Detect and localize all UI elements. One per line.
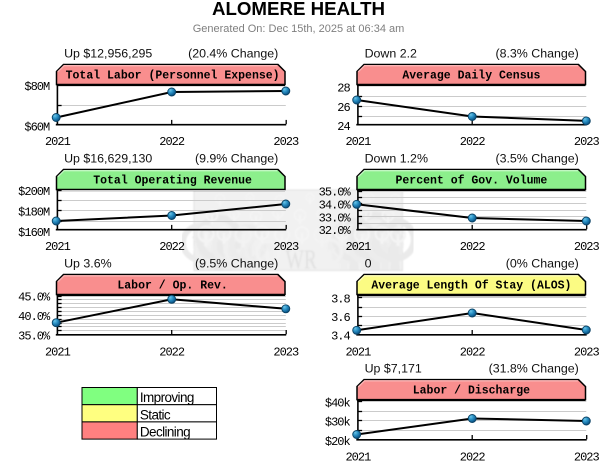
- svg-text:2023: 2023: [574, 450, 600, 464]
- svg-text:Average Length Of Stay (ALOS): Average Length Of Stay (ALOS): [371, 280, 571, 293]
- svg-text:Declining: Declining: [140, 425, 190, 440]
- svg-text:2022: 2022: [460, 240, 486, 254]
- svg-text:Labor / Op. Rev.: Labor / Op. Rev.: [117, 280, 227, 293]
- svg-text:$30k: $30k: [325, 416, 351, 430]
- svg-text:3.8: 3.8: [331, 292, 350, 306]
- svg-text:40.0%: 40.0%: [18, 310, 51, 324]
- svg-text:2023: 2023: [273, 345, 299, 359]
- svg-text:2022: 2022: [159, 135, 185, 149]
- svg-text:2023: 2023: [574, 345, 600, 359]
- svg-text:35.0%: 35.0%: [18, 330, 51, 344]
- svg-text:Generated On: Dec 15th, 2025 a: Generated On: Dec 15th, 2025 at 06:34 am: [193, 23, 405, 35]
- svg-text:0: 0: [365, 257, 372, 271]
- svg-text:2021: 2021: [45, 135, 71, 149]
- svg-text:26: 26: [337, 101, 350, 115]
- svg-text:34.0%: 34.0%: [319, 199, 352, 213]
- svg-text:2021: 2021: [345, 240, 371, 254]
- svg-text:33.0%: 33.0%: [319, 211, 352, 225]
- svg-text:$200M: $200M: [18, 185, 50, 199]
- svg-text:Percent of Gov. Volume: Percent of Gov. Volume: [395, 175, 547, 188]
- svg-text:2023: 2023: [574, 135, 600, 149]
- svg-text:2023: 2023: [574, 240, 600, 254]
- svg-text:Labor / Discharge: Labor / Discharge: [413, 385, 530, 398]
- svg-text:Up $12,956,295: Up $12,956,295: [64, 46, 152, 60]
- svg-text:(3.5% Change): (3.5% Change): [495, 151, 578, 165]
- svg-text:ALOMERE HEALTH: ALOMERE HEALTH: [212, 0, 385, 19]
- svg-text:3.4: 3.4: [331, 330, 350, 344]
- svg-text:2023: 2023: [273, 135, 299, 149]
- svg-text:(9.5% Change): (9.5% Change): [195, 257, 278, 271]
- svg-text:Improving: Improving: [140, 390, 194, 405]
- svg-text:2022: 2022: [159, 240, 185, 254]
- svg-text:$180M: $180M: [18, 206, 50, 220]
- svg-text:2022: 2022: [460, 135, 486, 149]
- svg-text:2021: 2021: [345, 450, 371, 464]
- svg-text:2021: 2021: [345, 135, 371, 149]
- svg-text:Up $16,629,130: Up $16,629,130: [64, 151, 152, 165]
- svg-text:$160M: $160M: [18, 226, 50, 240]
- svg-text:2022: 2022: [460, 450, 486, 464]
- svg-text:3.6: 3.6: [331, 311, 350, 325]
- svg-text:Up 3.6%: Up 3.6%: [64, 257, 112, 271]
- svg-text:$40k: $40k: [325, 396, 351, 410]
- svg-text:Down 2.2: Down 2.2: [365, 46, 417, 60]
- svg-text:2022: 2022: [460, 345, 486, 359]
- svg-text:2022: 2022: [159, 345, 185, 359]
- svg-text:Static: Static: [140, 407, 171, 422]
- svg-text:24: 24: [337, 120, 350, 134]
- svg-text:28: 28: [337, 82, 350, 96]
- svg-text:(20.4% Change): (20.4% Change): [188, 46, 278, 60]
- svg-text:45.0%: 45.0%: [18, 291, 51, 305]
- svg-text:Average Daily Census: Average Daily Census: [402, 70, 540, 83]
- svg-text:Total Labor (Personnel Expense: Total Labor (Personnel Expense): [66, 70, 280, 83]
- svg-text:32.0%: 32.0%: [319, 224, 352, 238]
- svg-text:(9.9% Change): (9.9% Change): [195, 151, 278, 165]
- svg-text:Down 1.2%: Down 1.2%: [365, 151, 428, 165]
- svg-text:(8.3% Change): (8.3% Change): [495, 46, 578, 60]
- svg-text:2023: 2023: [273, 240, 299, 254]
- svg-text:Up $7,171: Up $7,171: [365, 362, 422, 376]
- svg-text:(31.8% Change): (31.8% Change): [489, 362, 579, 376]
- svg-text:$80M: $80M: [24, 80, 50, 94]
- svg-text:35.0%: 35.0%: [319, 186, 352, 200]
- svg-text:(0% Change): (0% Change): [506, 257, 579, 271]
- svg-text:2021: 2021: [345, 345, 371, 359]
- svg-text:WR: WR: [286, 246, 318, 276]
- svg-text:2021: 2021: [45, 345, 71, 359]
- svg-text:Total Operating Revenue: Total Operating Revenue: [93, 175, 252, 188]
- svg-text:2021: 2021: [45, 240, 71, 254]
- svg-text:$20k: $20k: [325, 435, 351, 449]
- svg-text:$60M: $60M: [24, 121, 50, 135]
- svg-text:x: x: [309, 254, 315, 266]
